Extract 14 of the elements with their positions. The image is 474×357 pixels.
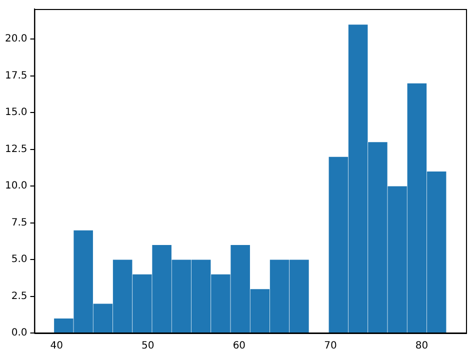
x-tick-label: 80 (415, 340, 428, 352)
x-tick-label: 50 (142, 340, 154, 352)
y-tick-label: 15.0 (5, 107, 28, 118)
y-tick-label: 17.5 (5, 70, 28, 82)
y-tick-label: 2.5 (11, 290, 28, 302)
y-tick-label: 12.5 (5, 144, 28, 155)
y-tick-label: 0.0 (11, 328, 28, 339)
y-tick-label: 20.0 (5, 34, 28, 45)
y-tick-label: 10.0 (5, 180, 28, 192)
y-tick-label: 5.0 (11, 254, 28, 266)
x-tick-label: 70 (324, 340, 337, 352)
y-tick-label: 7.5 (11, 217, 28, 228)
x-tick-label: 40 (50, 340, 63, 352)
x-tick-label: 60 (232, 340, 246, 352)
